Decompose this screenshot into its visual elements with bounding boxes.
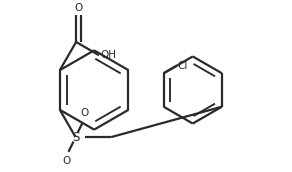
Text: OH: OH: [100, 50, 116, 60]
Text: O: O: [62, 156, 71, 166]
Text: O: O: [81, 108, 89, 118]
Text: S: S: [72, 131, 79, 144]
Text: O: O: [74, 3, 82, 13]
Text: Cl: Cl: [177, 61, 187, 71]
